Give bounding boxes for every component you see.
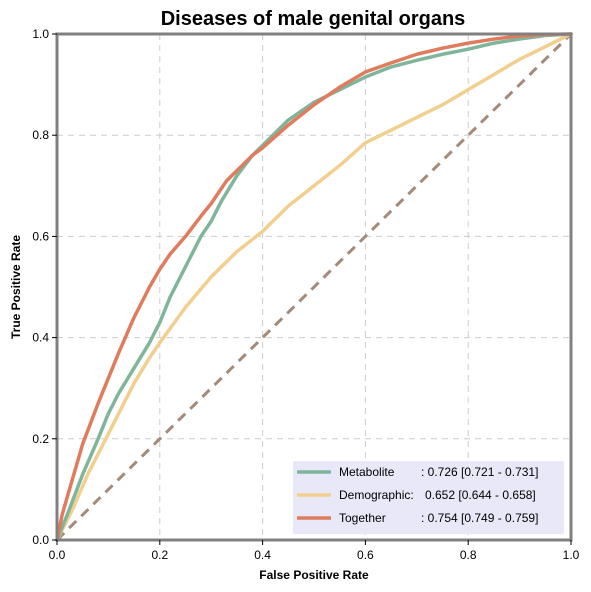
x-tick-label: 0.6 (357, 548, 374, 562)
y-tick-label: 0.6 (32, 229, 49, 243)
x-tick-label: 1.0 (563, 548, 580, 562)
series-line-together (55, 32, 573, 542)
legend-series-name: Demographic: (339, 488, 414, 502)
legend-series-auc: 0.652 [0.644 - 0.658] (425, 488, 536, 502)
legend-background (293, 461, 564, 534)
series-line-demographic (55, 32, 573, 542)
y-tick-label: 0.2 (32, 432, 49, 446)
legend: Metabolite : 0.726 [0.721 - 0.731] Demogra… (293, 461, 564, 534)
legend-series-name: Together (339, 511, 386, 525)
chart-title: Diseases of male genital organs (161, 8, 466, 30)
chance-line (55, 32, 573, 542)
plot-frame (55, 32, 573, 542)
legend-series-auc: : 0.726 [0.721 - 0.731] (421, 465, 538, 479)
x-tick-label: 0.8 (460, 548, 477, 562)
series-line-metabolite (55, 32, 573, 542)
y-tick-label: 1.0 (32, 27, 49, 41)
x-tick-label: 0.2 (151, 548, 168, 562)
legend-series-name: Metabolite (339, 465, 395, 479)
x-tick-label: 0.4 (254, 548, 271, 562)
y-tick-label: 0.4 (32, 331, 49, 345)
legend-series-auc: : 0.754 [0.749 - 0.759] (421, 511, 538, 525)
x-axis-ticks: 0.0 0.2 0.4 0.6 0.8 1.0 (49, 540, 580, 562)
y-axis-ticks: 0.0 0.2 0.4 0.6 0.8 1.0 (32, 27, 57, 547)
reference-diagonal (55, 32, 573, 542)
roc-curves (55, 32, 573, 542)
x-tick-label: 0.0 (49, 548, 66, 562)
x-axis-label: False Positive Rate (259, 568, 369, 582)
y-tick-label: 0.8 (32, 128, 49, 142)
y-tick-label: 0.0 (32, 533, 49, 547)
y-axis-label: True Positive Rate (9, 235, 23, 339)
grid-lines (57, 34, 571, 540)
